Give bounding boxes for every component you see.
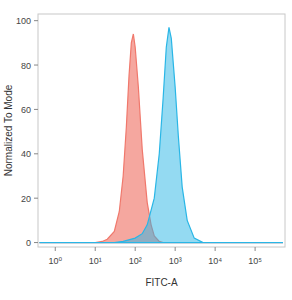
x-axis-label: FITC-A	[145, 277, 178, 288]
x-tick	[215, 247, 216, 251]
chart: 0 20 40 60 80 100 10⁰ 10¹ 10² 10³ 10⁴ 10⁵ FITC-A Norm…	[0, 0, 292, 300]
y-tick-label: 100	[16, 16, 31, 26]
x-tick	[175, 247, 176, 251]
x-tick-label: 10¹	[89, 256, 102, 266]
y-tick	[34, 153, 38, 154]
x-tick	[135, 247, 136, 251]
y-tick-label: 60	[21, 105, 31, 115]
plot-area	[39, 27, 283, 242]
x-tick	[95, 247, 96, 251]
x-tick	[55, 247, 56, 251]
x-tick-label: 10⁰	[48, 256, 62, 266]
plot-frame	[38, 14, 285, 247]
y-tick-label: 20	[21, 194, 31, 204]
y-tick	[34, 242, 38, 243]
y-tick	[34, 109, 38, 110]
x-tick-label: 10³	[169, 256, 182, 266]
y-tick-label: 0	[26, 238, 31, 248]
y-axis-label: Normalized To Mode	[3, 84, 14, 176]
x-tick-label: 10²	[129, 256, 142, 266]
y-tick-label: 40	[21, 149, 31, 159]
y-tick	[34, 198, 38, 199]
y-tick	[34, 65, 38, 66]
histogram-area	[39, 27, 283, 242]
x-tick-label: 10⁴	[208, 256, 222, 266]
x-tick-label: 10⁵	[248, 256, 262, 266]
y-tick	[34, 20, 38, 21]
x-tick	[255, 247, 256, 251]
y-tick-label: 80	[21, 61, 31, 71]
